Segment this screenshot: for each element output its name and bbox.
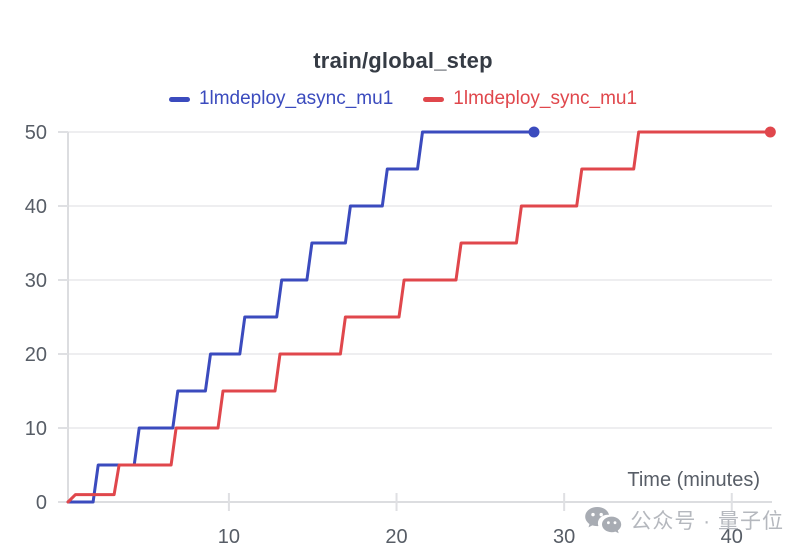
y-tick-label-20: 20: [25, 344, 47, 366]
legend-item-async[interactable]: 1lmdeploy_async_mu1: [168, 87, 394, 111]
y-tick-label-0: 0: [36, 492, 47, 514]
legend-label: 1lmdeploy_async_mu1: [198, 88, 394, 109]
x-axis-title: Time (minutes): [627, 469, 760, 491]
y-tick-label-10: 10: [25, 418, 47, 440]
y-tick-label-50: 50: [25, 122, 47, 144]
legend-item-sync[interactable]: 1lmdeploy_sync_mu1: [423, 87, 637, 111]
series-endpoint-sync: [764, 126, 776, 138]
y-tick-label-40: 40: [25, 196, 47, 218]
legend: 1lmdeploy_async_mu1 1lmdeploy_sync_mu1: [0, 87, 806, 111]
series-line-async: [66, 130, 536, 504]
wechat-icon: [585, 507, 622, 534]
x-tick-label-10: 10: [218, 526, 240, 548]
chart-title: train/global_step: [313, 48, 493, 73]
x-tick-label-20: 20: [385, 526, 407, 548]
legend-label: 1lmdeploy_sync_mu1: [453, 88, 638, 109]
x-tick-label-40: 40: [721, 526, 743, 548]
watermark: 公众号 · 量子位: [584, 505, 784, 535]
y-tick-label-30: 30: [25, 270, 47, 292]
legend-dash-icon: [168, 96, 190, 102]
x-tick-label-30: 30: [553, 526, 575, 548]
series-endpoint-async: [528, 126, 540, 138]
legend-dash-icon: [423, 96, 445, 102]
watermark-text: 公众号 · 量子位: [630, 510, 784, 533]
series-line-sync: [66, 130, 772, 504]
